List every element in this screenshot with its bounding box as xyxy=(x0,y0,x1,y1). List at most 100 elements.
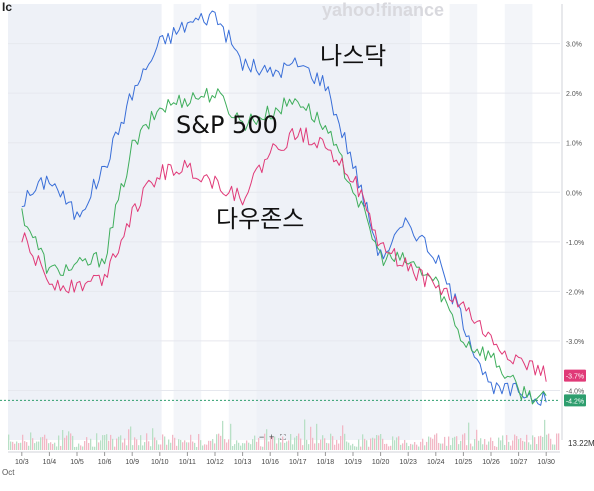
x-tick-label: 10/26 xyxy=(482,459,500,466)
volume-bar xyxy=(434,434,436,450)
volume-bar xyxy=(252,439,254,450)
volume-bar xyxy=(356,446,358,450)
volume-bar xyxy=(364,438,366,450)
x-tick-label: 10/24 xyxy=(427,459,445,466)
volume-bar xyxy=(416,444,418,450)
volume-bar xyxy=(52,443,54,450)
zoom-out-button[interactable]: − xyxy=(259,432,264,442)
y-tick-label: -3.0% xyxy=(566,339,584,346)
volume-bar xyxy=(422,438,424,450)
volume-bar xyxy=(40,437,42,450)
volume-bar xyxy=(450,445,452,450)
volume-bar xyxy=(258,437,260,450)
volume-bar xyxy=(150,446,152,450)
volume-bar xyxy=(168,439,170,450)
volume-bar xyxy=(224,439,226,450)
watermark: yahoo!finance xyxy=(322,0,444,20)
volume-bar xyxy=(428,436,430,450)
volume-bar xyxy=(432,438,434,450)
volume-bar xyxy=(66,435,68,450)
volume-bar xyxy=(262,446,264,450)
volume-bar xyxy=(124,438,126,450)
expand-icon[interactable]: ⛶ xyxy=(279,433,286,442)
volume-bar xyxy=(410,443,412,450)
volume-bar xyxy=(446,445,448,450)
volume-bar xyxy=(300,438,302,450)
volume-bar xyxy=(284,442,286,450)
volume-bar xyxy=(338,443,340,450)
volume-bar xyxy=(558,433,560,450)
volume-bar xyxy=(202,445,204,450)
volume-bar xyxy=(400,444,402,450)
x-tick-label: 10/23 xyxy=(399,459,417,466)
volume-bar xyxy=(28,445,30,450)
volume-bar xyxy=(370,438,372,450)
volume-bar xyxy=(466,445,468,450)
volume-bar xyxy=(160,444,162,450)
zoom-in-button[interactable]: + xyxy=(269,432,274,442)
volume-bar xyxy=(296,435,298,450)
volume-bar xyxy=(206,444,208,450)
volume-bar xyxy=(398,436,400,450)
volume-bar xyxy=(196,446,198,450)
volume-bar xyxy=(358,439,360,450)
volume-bar xyxy=(556,433,558,450)
volume-bar xyxy=(438,442,440,450)
volume-bar xyxy=(472,446,474,450)
volume-bar xyxy=(518,439,520,450)
volume-bar xyxy=(418,446,420,450)
volume-bar xyxy=(198,434,200,450)
volume-bar xyxy=(222,420,224,450)
y-tick-label: -4.0% xyxy=(566,388,584,395)
volume-bar xyxy=(456,436,458,450)
volume-bar xyxy=(80,445,82,450)
volume-bar xyxy=(230,423,232,450)
volume-bar xyxy=(82,446,84,450)
volume-bar xyxy=(110,434,112,450)
volume-bar xyxy=(386,443,388,450)
volume-bar xyxy=(448,436,450,450)
volume-bar xyxy=(294,437,296,450)
volume-bar xyxy=(152,428,154,450)
volume-bar xyxy=(380,433,382,450)
volume-bar xyxy=(530,444,532,450)
volume-bar xyxy=(134,437,136,450)
volume-bar xyxy=(332,436,334,450)
end-label-text: -4.2% xyxy=(566,398,584,405)
volume-bar xyxy=(382,438,384,450)
volume-bar xyxy=(102,435,104,450)
volume-bar xyxy=(486,444,488,450)
volume-bar xyxy=(376,435,378,450)
volume-bar xyxy=(538,436,540,450)
volume-bar xyxy=(552,444,554,450)
end-label-badge xyxy=(564,394,586,407)
volume-bar xyxy=(516,436,518,450)
x-tick-label: 10/20 xyxy=(372,459,390,466)
volume-bar xyxy=(16,441,18,450)
volume-bar xyxy=(476,429,478,450)
y-tick-label: 2.0% xyxy=(566,91,582,98)
volume-bar xyxy=(112,438,114,450)
x-tick-label: 10/5 xyxy=(70,459,84,466)
volume-bar xyxy=(442,443,444,450)
volume-bar xyxy=(482,444,484,450)
volume-bar xyxy=(132,445,134,450)
volume-bar xyxy=(266,429,268,450)
volume-bar xyxy=(286,441,288,450)
volume-bar xyxy=(498,437,500,450)
volume-bar xyxy=(368,446,370,450)
volume-bar xyxy=(282,436,284,450)
volume-bar xyxy=(190,434,192,450)
volume-bar xyxy=(310,426,312,450)
volume-bar xyxy=(108,440,110,450)
volume-bar xyxy=(118,436,120,450)
volume-bar xyxy=(42,436,44,450)
volume-bar xyxy=(64,437,66,450)
volume-bar xyxy=(394,440,396,450)
x-tick-label: 10/13 xyxy=(234,459,252,466)
x-tick-label: 10/10 xyxy=(151,459,169,466)
volume-bar xyxy=(200,440,202,450)
volume-bar xyxy=(36,441,38,450)
volume-bar xyxy=(554,444,556,450)
volume-bar xyxy=(348,442,350,450)
